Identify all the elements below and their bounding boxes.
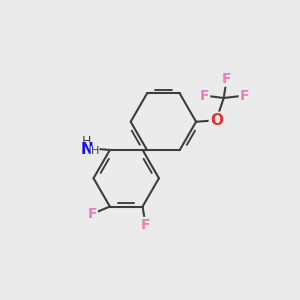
Text: O: O xyxy=(210,113,223,128)
Text: H: H xyxy=(82,134,92,148)
Text: N: N xyxy=(80,142,93,158)
Text: F: F xyxy=(222,72,231,86)
Text: H: H xyxy=(91,146,99,156)
Text: F: F xyxy=(141,218,150,232)
Text: F: F xyxy=(240,88,249,103)
Text: F: F xyxy=(200,88,209,103)
Text: F: F xyxy=(87,207,97,221)
